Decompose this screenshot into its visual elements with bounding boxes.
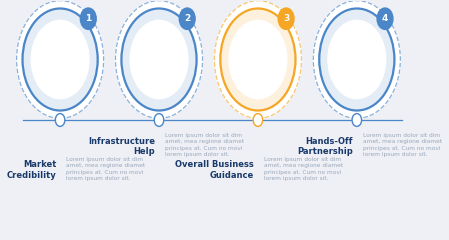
Ellipse shape [229,20,287,99]
Ellipse shape [328,20,386,99]
Ellipse shape [377,8,393,29]
Ellipse shape [115,1,202,118]
Text: 2: 2 [184,14,190,23]
Text: Lorem ipsum dolor sit dim
amet, mea regione diamet
principes at. Cum no movi
lor: Lorem ipsum dolor sit dim amet, mea regi… [165,133,244,157]
Ellipse shape [278,8,294,29]
Ellipse shape [179,8,195,29]
Text: Infrastructure
Help: Infrastructure Help [88,137,155,156]
Ellipse shape [253,114,263,126]
Text: Lorem ipsum dolor sit dim
amet, mea regione diamet
principes at. Cum no movi
lor: Lorem ipsum dolor sit dim amet, mea regi… [264,157,343,181]
Ellipse shape [319,8,394,110]
Ellipse shape [31,20,89,99]
Text: 3: 3 [283,14,289,23]
Ellipse shape [55,114,65,126]
Text: Lorem ipsum dolor sit dim
amet, mea regione diamet
principes at. Cum no movi
lor: Lorem ipsum dolor sit dim amet, mea regi… [363,133,442,157]
Ellipse shape [80,8,96,29]
Ellipse shape [220,8,295,110]
Text: Hands-Off
Partnership: Hands-Off Partnership [297,137,353,156]
Ellipse shape [17,1,104,118]
Ellipse shape [215,1,301,118]
Text: Lorem ipsum dolor sit dim
amet, mea regione diamet
principes at. Cum no movi
lor: Lorem ipsum dolor sit dim amet, mea regi… [66,157,145,181]
Ellipse shape [130,20,188,99]
Text: 1: 1 [85,14,92,23]
Ellipse shape [313,1,401,118]
Ellipse shape [352,114,361,126]
Text: 4: 4 [382,14,388,23]
Ellipse shape [154,114,164,126]
Ellipse shape [22,8,98,110]
Text: Overall Business
Guidance: Overall Business Guidance [175,160,254,180]
Ellipse shape [121,8,197,110]
Text: Market
Credibility: Market Credibility [6,160,56,180]
